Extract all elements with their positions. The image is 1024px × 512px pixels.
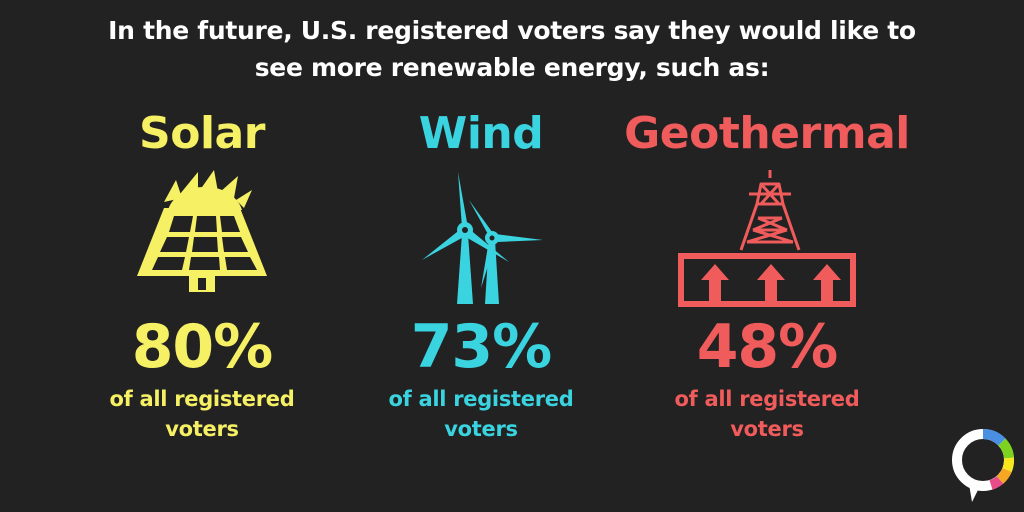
geothermal-label: Geothermal	[624, 108, 910, 159]
geothermal-column: Geothermal	[617, 108, 917, 458]
geothermal-caption: of all registered voters	[674, 387, 860, 441]
solar-panel-icon	[52, 170, 352, 310]
headline-line-2: see more renewable energy, such as:	[254, 53, 770, 82]
wind-value: 73%	[410, 312, 553, 382]
geothermal-tower-icon	[617, 170, 917, 310]
solar-value: 80%	[131, 312, 274, 382]
solar-label: Solar	[139, 108, 265, 159]
headline-line-1: In the future, U.S. registered voters sa…	[108, 16, 916, 45]
geothermal-value: 48%	[696, 312, 839, 382]
headline: In the future, U.S. registered voters sa…	[0, 12, 1024, 86]
wind-caption: of all registered voters	[388, 387, 574, 441]
wind-label: Wind	[418, 108, 544, 159]
wind-column: Wind 73%	[331, 108, 631, 458]
solar-caption: of all registered voters	[109, 387, 295, 441]
solar-column: Solar	[52, 108, 352, 458]
speech-bubble-logo-icon	[950, 428, 1020, 504]
wind-turbine-icon	[331, 170, 631, 310]
